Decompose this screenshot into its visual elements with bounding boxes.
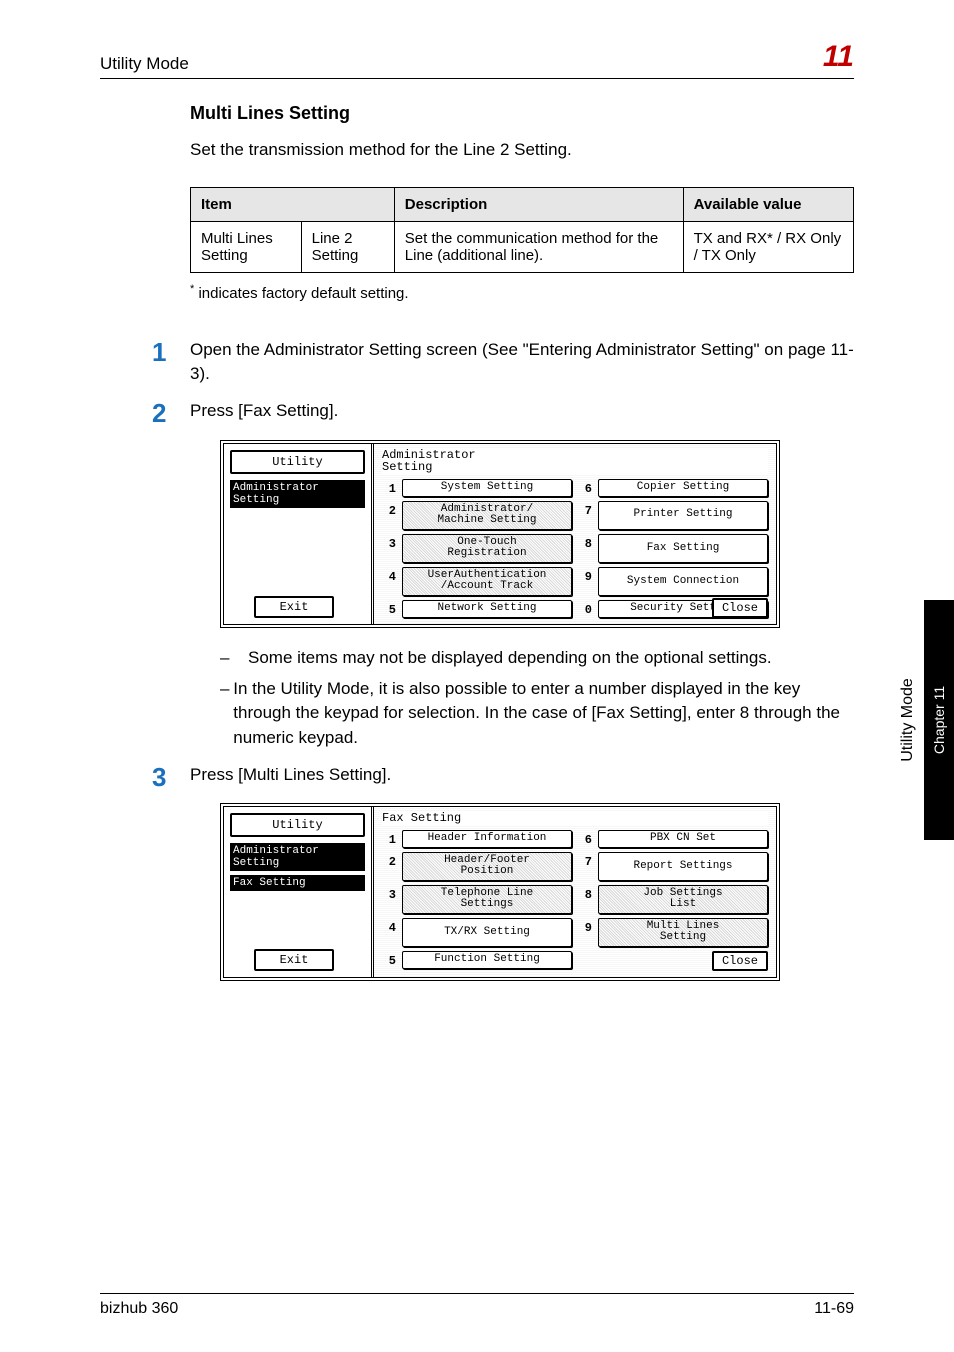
option-num: 0 [578, 600, 592, 618]
side-label-mode: Utility Mode [898, 600, 918, 840]
option-pbx-cn[interactable]: PBX CN Set [598, 830, 768, 848]
option-printer-setting[interactable]: Printer Setting [598, 501, 768, 530]
step-number-2: 2 [100, 399, 190, 428]
side-label-text: Utility Mode [899, 678, 917, 762]
exit-button[interactable]: Exit [254, 949, 334, 971]
option-network-setting[interactable]: Network Setting [402, 600, 572, 618]
th-description: Description [394, 187, 683, 221]
list-item: – Some items may not be displayed depend… [220, 646, 854, 671]
step-text-2: Press [Fax Setting]. [190, 399, 854, 424]
option-report-settings[interactable]: Report Settings [598, 852, 768, 881]
footnote-text: indicates factory default setting. [198, 285, 408, 302]
option-header-footer[interactable]: Header/Footer Position [402, 852, 572, 881]
footer-product: bizhub 360 [100, 1300, 178, 1318]
option-num: 5 [382, 951, 396, 969]
option-admin-machine[interactable]: Administrator/ Machine Setting [402, 501, 572, 530]
option-num: 3 [382, 885, 396, 914]
option-num: 6 [578, 830, 592, 848]
option-copier-setting[interactable]: Copier Setting [598, 479, 768, 497]
list-text-b: In the Utility Mode, it is also possible… [233, 677, 854, 751]
option-txrx-setting[interactable]: TX/RX Setting [402, 918, 572, 947]
step-number-3: 3 [100, 763, 190, 792]
list-text-a: Some items may not be displayed dependin… [248, 646, 772, 671]
option-num: 7 [578, 501, 592, 530]
side-tab-text: Chapter 11 [931, 686, 947, 754]
th-available: Available value [683, 187, 853, 221]
breadcrumb-admin[interactable]: Administrator Setting [230, 843, 365, 871]
utility-button[interactable]: Utility [230, 813, 365, 837]
option-system-setting[interactable]: System Setting [402, 479, 572, 497]
option-num: 9 [578, 567, 592, 596]
page-header: Utility Mode 11 [100, 40, 854, 79]
intro-text: Set the transmission method for the Line… [190, 138, 854, 163]
page-footer: bizhub 360 11-69 [100, 1293, 854, 1318]
header-chapter-number: 11 [823, 40, 854, 74]
footnote: * indicates factory default setting. [190, 283, 854, 302]
cell-item1: Multi Lines Setting [191, 221, 302, 272]
option-multi-lines[interactable]: Multi Lines Setting [598, 918, 768, 947]
option-fax-setting[interactable]: Fax Setting [598, 534, 768, 563]
option-function-setting[interactable]: Function Setting [402, 951, 572, 969]
breadcrumb-fax[interactable]: Fax Setting [230, 875, 365, 891]
section-title: Multi Lines Setting [190, 103, 854, 124]
close-button[interactable]: Close [712, 598, 768, 618]
cell-avail: TX and RX* / RX Only / TX Only [683, 221, 853, 272]
option-header-info[interactable]: Header Information [402, 830, 572, 848]
footer-page: 11-69 [814, 1300, 854, 1318]
side-tab-chapter: Chapter 11 [924, 600, 954, 840]
screenshot-admin-setting: Utility Administrator Setting Exit Admin… [220, 440, 780, 628]
screen-title: Administrator Setting [382, 448, 768, 475]
option-num: 8 [578, 534, 592, 563]
option-num: 4 [382, 918, 396, 947]
cell-item2: Line 2 Setting [301, 221, 394, 272]
option-onetouch[interactable]: One-Touch Registration [402, 534, 572, 563]
option-num: 3 [382, 534, 396, 563]
option-num: 8 [578, 885, 592, 914]
option-num: 1 [382, 830, 396, 848]
exit-button[interactable]: Exit [254, 596, 334, 618]
header-section: Utility Mode [100, 54, 189, 74]
th-item: Item [191, 187, 395, 221]
option-num: 7 [578, 852, 592, 881]
option-system-connection[interactable]: System Connection [598, 567, 768, 596]
option-num: 4 [382, 567, 396, 596]
settings-table: Item Description Available value Multi L… [190, 187, 854, 273]
utility-button[interactable]: Utility [230, 450, 365, 474]
step-number-1: 1 [100, 338, 190, 367]
option-userauth[interactable]: UserAuthentication /Account Track [402, 567, 572, 596]
step-text-3: Press [Multi Lines Setting]. [190, 763, 854, 788]
option-tel-line[interactable]: Telephone Line Settings [402, 885, 572, 914]
table-row: Multi Lines Setting Line 2 Setting Set t… [191, 221, 854, 272]
option-num: 2 [382, 852, 396, 881]
close-button[interactable]: Close [712, 951, 768, 971]
breadcrumb-admin[interactable]: Administrator Setting [230, 480, 365, 508]
option-num: 9 [578, 918, 592, 947]
option-num: 6 [578, 479, 592, 497]
step-text-1: Open the Administrator Setting screen (S… [190, 338, 854, 387]
option-num: 2 [382, 501, 396, 530]
cell-desc: Set the communication method for the Lin… [394, 221, 683, 272]
option-num: 1 [382, 479, 396, 497]
screen-title: Fax Setting [382, 811, 768, 826]
screenshot-fax-setting: Utility Administrator Setting Fax Settin… [220, 803, 780, 981]
option-job-settings[interactable]: Job Settings List [598, 885, 768, 914]
list-item: – In the Utility Mode, it is also possib… [220, 677, 854, 751]
option-num: 5 [382, 600, 396, 618]
